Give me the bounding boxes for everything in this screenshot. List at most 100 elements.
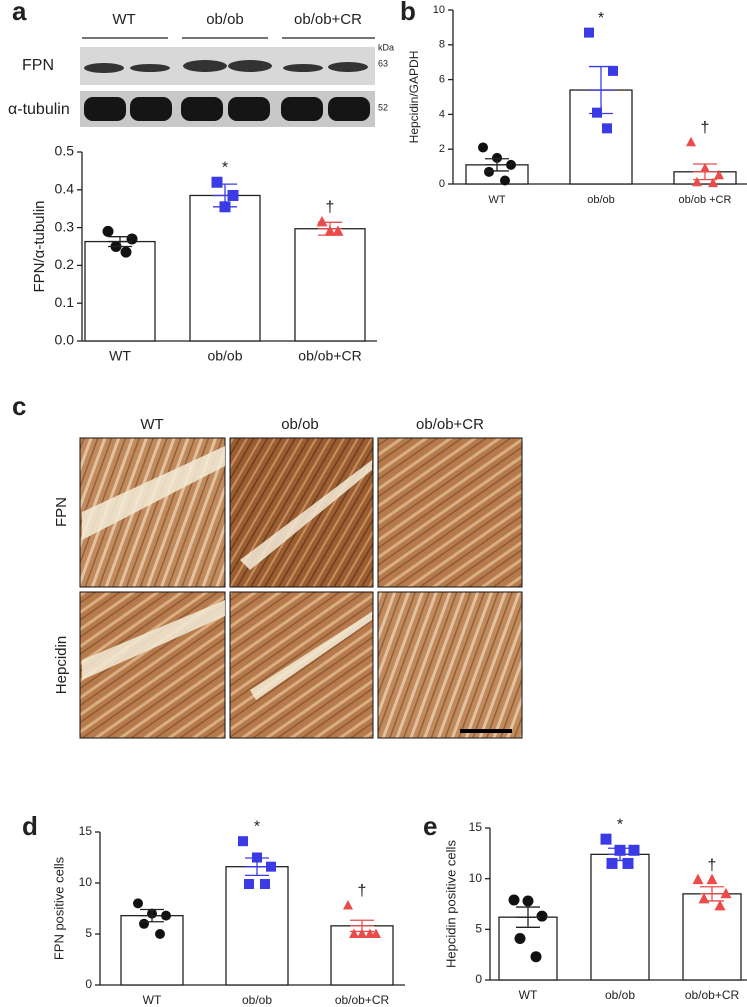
y-axis-label: FPN/α-tubulin	[31, 200, 48, 292]
unit-label: kDa	[378, 42, 394, 52]
data-point	[500, 175, 510, 186]
row-label: Hepcidin	[53, 636, 70, 694]
data-point	[522, 895, 534, 907]
y-tick-label: 15	[79, 824, 93, 838]
data-point	[478, 142, 488, 153]
data-point	[720, 887, 732, 899]
column-label: WT	[140, 416, 163, 433]
blot-strip	[80, 47, 375, 85]
y-tick-label: 0.3	[55, 218, 75, 234]
blot-bands	[84, 60, 368, 73]
data-point	[161, 910, 171, 921]
column-label: ob/ob	[281, 416, 319, 433]
x-tick-label: WT	[143, 993, 162, 1007]
blot-row-label: α-tubulin	[8, 101, 70, 118]
x-tick-label: ob/ob +CR	[679, 194, 732, 206]
data-point	[514, 932, 526, 944]
data-point	[102, 225, 114, 237]
bar	[682, 893, 742, 981]
y-tick-label: 10	[79, 875, 93, 889]
data-point	[714, 169, 724, 180]
data-point	[706, 873, 718, 885]
annotation: *	[222, 159, 228, 176]
size-label: 52	[378, 102, 388, 112]
data-point	[622, 857, 634, 869]
tissue-gaps	[82, 446, 372, 700]
y-axis-label: Hepcidin/GAPDH	[407, 51, 421, 144]
data-point	[120, 246, 132, 258]
data-point	[211, 176, 223, 188]
data-point	[365, 928, 375, 938]
bar	[294, 228, 366, 342]
data-point	[155, 929, 165, 939]
data-point	[592, 107, 602, 118]
y-tick-label: 15	[469, 820, 483, 834]
y-tick-label: 2	[439, 143, 445, 155]
blot-strip	[80, 91, 375, 127]
data-point	[238, 836, 248, 847]
data-point	[492, 152, 502, 163]
annotation: *	[598, 10, 604, 27]
annotation: †	[708, 857, 717, 874]
x-tick-label: WT	[109, 348, 131, 364]
y-tick-label: 0.4	[55, 181, 75, 197]
x-tick-label: ob/ob	[242, 993, 272, 1007]
data-point	[584, 27, 594, 38]
y-tick-label: 10	[469, 871, 483, 885]
data-point	[343, 899, 353, 910]
y-tick-label: 8	[439, 39, 445, 51]
data-point	[714, 899, 726, 911]
annotation: †	[701, 119, 710, 136]
data-point	[349, 928, 359, 938]
annotation: †	[326, 199, 335, 216]
data-point	[508, 894, 520, 906]
y-tick-label: 0	[439, 178, 445, 190]
bar	[120, 914, 184, 986]
bar	[84, 240, 156, 342]
annotation: *	[254, 818, 260, 835]
lane-label: WT	[112, 11, 135, 28]
data-point	[266, 861, 276, 872]
data-point	[692, 873, 704, 885]
x-tick-label: ob/ob	[207, 348, 242, 364]
data-point	[357, 928, 367, 938]
panel-label: e	[423, 811, 437, 841]
x-tick-label: WT	[488, 194, 505, 206]
panel-label: c	[12, 391, 26, 421]
lane-label: ob/ob	[206, 11, 244, 28]
data-point	[606, 857, 618, 869]
annotation: *	[617, 816, 623, 833]
data-point	[316, 215, 328, 227]
data-point	[536, 910, 548, 922]
y-tick-label: 0.2	[55, 256, 75, 272]
data-point	[608, 65, 618, 76]
column-label: ob/ob+CR	[416, 416, 484, 433]
x-tick-label: ob/ob+CR	[335, 993, 390, 1007]
data-point	[244, 879, 254, 890]
blot-row-label: FPN	[22, 57, 54, 74]
y-tick-label: 0.5	[55, 143, 75, 159]
y-tick-label: 0.0	[55, 332, 75, 348]
bar	[189, 194, 261, 342]
y-axis-label: Hepcidin positive cells	[443, 840, 458, 968]
panel-label: a	[12, 0, 27, 26]
x-tick-label: ob/ob	[587, 194, 615, 206]
blot-bands	[84, 97, 370, 121]
lane-label: ob/ob+CR	[294, 11, 362, 28]
data-point	[708, 177, 718, 188]
bar	[590, 853, 650, 981]
y-axis-label: FPN positive cells	[51, 856, 66, 960]
row-label: FPN	[53, 497, 70, 527]
y-tick-label: 0.1	[55, 294, 75, 310]
data-point	[332, 225, 344, 236]
x-tick-label: ob/ob	[605, 988, 635, 1002]
data-point	[139, 918, 149, 929]
panel-label: b	[400, 0, 416, 26]
data-point	[530, 951, 542, 963]
data-point	[692, 176, 702, 187]
y-tick-label: 5	[85, 926, 92, 940]
bar	[225, 866, 289, 986]
y-tick-label: 4	[439, 108, 445, 120]
y-tick-label: 6	[439, 74, 445, 86]
